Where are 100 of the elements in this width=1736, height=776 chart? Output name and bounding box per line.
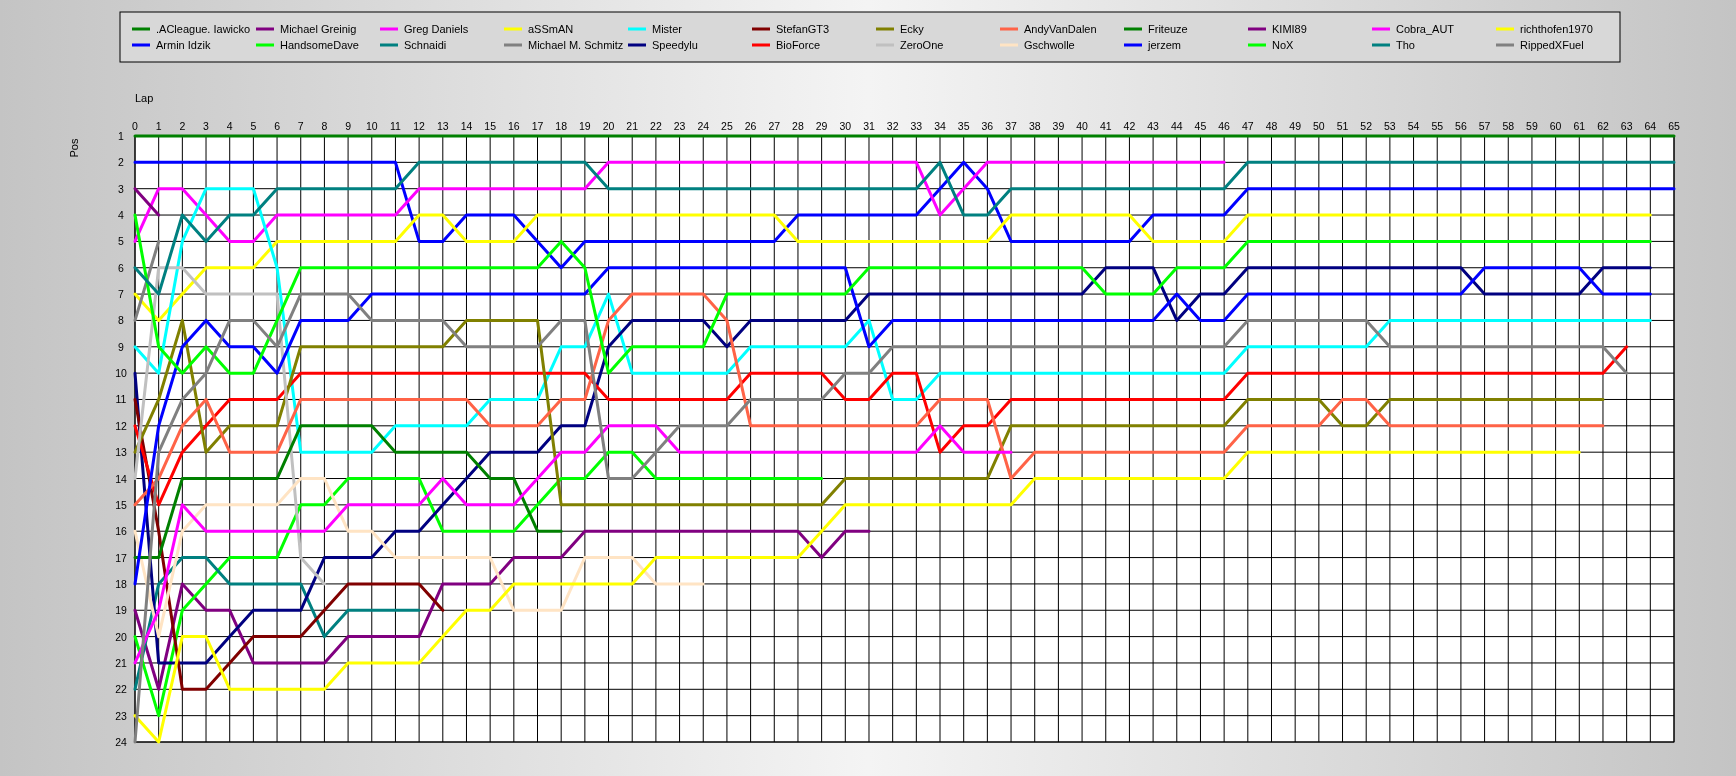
x-tick-label: 48 bbox=[1265, 120, 1278, 132]
legend-label: jerzem bbox=[1147, 39, 1182, 51]
x-tick-label: 62 bbox=[1597, 120, 1609, 132]
line-series bbox=[133, 213, 1652, 375]
line-series bbox=[133, 187, 1652, 454]
x-tick-label: 65 bbox=[1668, 120, 1680, 132]
x-tick-label: 54 bbox=[1407, 120, 1420, 132]
x-tick-label: 1 bbox=[155, 120, 162, 132]
legend-label: Michael Greinig bbox=[280, 23, 357, 35]
legend-label: .ACleague. Iawicko bbox=[156, 23, 251, 35]
x-tick-label: 14 bbox=[460, 120, 473, 132]
x-tick-label: 19 bbox=[579, 120, 591, 132]
x-tick-label: 40 bbox=[1076, 120, 1089, 132]
legend-label: AndyVanDalen bbox=[1024, 23, 1097, 35]
line-series bbox=[133, 424, 1013, 665]
x-tick-label: 15 bbox=[484, 120, 497, 132]
legend-label: Friteuze bbox=[1148, 23, 1188, 35]
x-tick-label: 61 bbox=[1573, 120, 1586, 132]
x-tick-label: 24 bbox=[697, 120, 710, 132]
y-tick-label: 13 bbox=[115, 446, 127, 459]
legend-label: Armin Idzik bbox=[156, 39, 211, 51]
x-tick-label: 56 bbox=[1455, 120, 1467, 132]
x-tick-label: 18 bbox=[555, 120, 568, 132]
x-tick-label: 25 bbox=[721, 120, 733, 132]
x-tick-label: 7 bbox=[297, 120, 304, 132]
x-tick-label: 26 bbox=[744, 120, 757, 132]
x-tick-label: 38 bbox=[1028, 120, 1041, 132]
x-tick-label: 17 bbox=[531, 120, 544, 132]
y-tick-label: 8 bbox=[118, 314, 125, 327]
x-tick-label: 28 bbox=[792, 120, 804, 132]
y-tick-label: 6 bbox=[118, 261, 125, 274]
line-series bbox=[133, 160, 1676, 296]
legend-label: Gschwolle bbox=[1024, 39, 1075, 51]
x-tick-label: 51 bbox=[1336, 120, 1349, 132]
y-tick-label: 15 bbox=[115, 498, 127, 511]
legend-label: Speedylu bbox=[652, 39, 698, 51]
legend-label: StefanGT3 bbox=[776, 23, 830, 35]
legend-label: BioForce bbox=[776, 39, 821, 51]
x-tick-label: 23 bbox=[673, 120, 686, 132]
x-tick-label: 64 bbox=[1644, 120, 1657, 132]
y-tick-label: 4 bbox=[118, 209, 125, 222]
line-series bbox=[133, 213, 1652, 322]
x-tick-label: 31 bbox=[863, 120, 875, 132]
y-tick-label: 20 bbox=[115, 630, 127, 643]
x-tick-label: 49 bbox=[1289, 120, 1302, 132]
legend-label: aSSmAN bbox=[528, 23, 574, 35]
x-tick-label: 16 bbox=[507, 120, 520, 132]
x-tick-label: 21 bbox=[626, 120, 639, 132]
line-series bbox=[133, 160, 1676, 270]
line-series bbox=[133, 345, 1629, 507]
x-tick-label: 42 bbox=[1123, 120, 1136, 132]
legend-label: HandsomeDave bbox=[280, 39, 359, 51]
x-tick-label: 58 bbox=[1502, 120, 1515, 132]
x-tick-label: 0 bbox=[132, 120, 139, 132]
x-tick-label: 34 bbox=[934, 120, 947, 132]
x-tick-label: 8 bbox=[321, 120, 328, 132]
y-tick-label: 16 bbox=[115, 525, 127, 538]
x-tick-label: 63 bbox=[1620, 120, 1633, 132]
x-tick-label: 53 bbox=[1384, 120, 1396, 132]
y-tick-label: 18 bbox=[115, 577, 127, 590]
legend-label: NoX bbox=[1272, 39, 1295, 51]
y-tick-label: 11 bbox=[115, 393, 127, 406]
x-tick-label: 29 bbox=[815, 120, 828, 132]
legend-label: Tho bbox=[1396, 39, 1415, 51]
x-tick-label: 39 bbox=[1052, 120, 1065, 132]
line-series bbox=[133, 450, 1581, 744]
x-tick-label: 46 bbox=[1218, 120, 1231, 132]
line-series bbox=[133, 450, 824, 718]
x-tick-label: 50 bbox=[1313, 120, 1325, 132]
x-tick-label: 47 bbox=[1241, 120, 1254, 132]
x-tick-label: 2 bbox=[179, 120, 186, 132]
x-tick-label: 32 bbox=[886, 120, 899, 132]
line-series bbox=[133, 477, 705, 639]
x-tick-label: 3 bbox=[203, 120, 210, 132]
x-tick-label: 35 bbox=[957, 120, 970, 132]
y-tick-label: 7 bbox=[118, 288, 125, 301]
x-tick-label: 30 bbox=[839, 120, 852, 132]
x-axis-title: Lap bbox=[135, 92, 154, 104]
y-tick-label: 2 bbox=[118, 156, 125, 169]
y-tick-label: 9 bbox=[118, 340, 125, 353]
legend-label: ZeroOne bbox=[900, 39, 944, 51]
y-tick-label: 3 bbox=[118, 182, 125, 195]
x-tick-label: 44 bbox=[1170, 120, 1183, 132]
line-series bbox=[133, 266, 1652, 586]
x-tick-label: 45 bbox=[1194, 120, 1207, 132]
x-tick-label: 5 bbox=[250, 120, 257, 132]
y-tick-label: 5 bbox=[118, 235, 125, 248]
x-tick-label: 4 bbox=[226, 120, 233, 132]
x-tick-label: 9 bbox=[345, 120, 352, 132]
y-tick-label: 24 bbox=[115, 736, 127, 748]
x-tick-label: 43 bbox=[1147, 120, 1160, 132]
line-series bbox=[133, 266, 326, 586]
line-series bbox=[133, 266, 1652, 665]
y-tick-label: 10 bbox=[115, 367, 127, 380]
y-tick-label: 19 bbox=[115, 604, 127, 617]
x-tick-label: 41 bbox=[1099, 120, 1112, 132]
x-tick-label: 57 bbox=[1478, 120, 1491, 132]
line-series bbox=[133, 424, 563, 560]
x-tick-label: 52 bbox=[1360, 120, 1373, 132]
y-tick-label: 17 bbox=[115, 551, 127, 564]
